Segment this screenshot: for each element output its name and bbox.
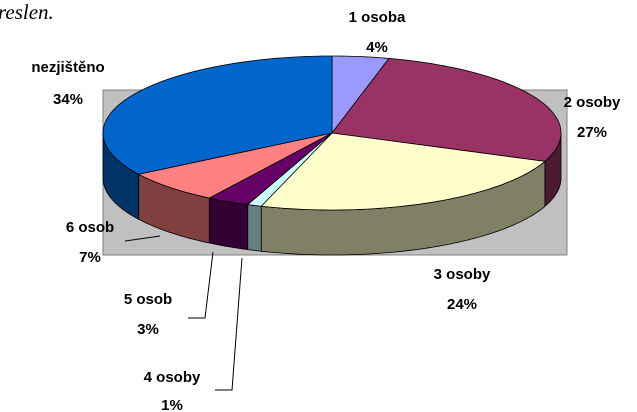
slice-label: 2 osoby <box>564 94 621 111</box>
slice-value-label: 7% <box>79 249 101 266</box>
slice-value-label: 1% <box>161 397 183 412</box>
slice-label: 6 osob <box>66 219 114 236</box>
slice <box>208 132 333 206</box>
slice <box>331 58 562 162</box>
slice-label: 4 osoby <box>144 369 201 386</box>
slice-value-label: 34% <box>53 91 83 108</box>
slice-side <box>247 204 262 252</box>
slice <box>260 132 546 211</box>
leader-line <box>188 251 214 319</box>
slice-label: nezjištěno <box>31 59 104 76</box>
slice-value-label: 4% <box>366 39 388 56</box>
leader-line <box>215 257 243 391</box>
slice-label: 1 osoba <box>349 9 406 26</box>
slice-value-label: 24% <box>447 296 477 313</box>
slice-value-label: 27% <box>577 124 607 141</box>
slice-side <box>208 197 249 251</box>
slice-label: 3 osoby <box>434 266 491 283</box>
slice-label: 5 osob <box>124 291 172 308</box>
caption: reslen. <box>0 0 54 24</box>
slice <box>137 132 333 199</box>
slice-value-label: 3% <box>137 321 159 338</box>
slice <box>102 55 333 175</box>
leader-line <box>124 235 161 242</box>
